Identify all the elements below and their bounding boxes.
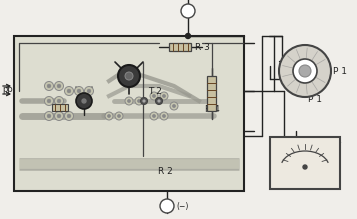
Circle shape (162, 115, 166, 118)
Circle shape (152, 115, 156, 118)
Circle shape (125, 97, 133, 105)
Text: pp: pp (2, 85, 13, 95)
Circle shape (82, 99, 86, 103)
Circle shape (158, 100, 160, 102)
Circle shape (160, 92, 168, 100)
Circle shape (152, 95, 156, 97)
Circle shape (47, 84, 51, 88)
Circle shape (87, 89, 91, 93)
Circle shape (293, 59, 317, 83)
Text: +: + (184, 6, 192, 16)
Circle shape (85, 87, 94, 95)
Circle shape (45, 81, 54, 90)
Circle shape (137, 99, 141, 102)
Circle shape (279, 45, 331, 97)
Bar (169, 43, 191, 51)
Circle shape (172, 104, 176, 108)
Text: R 4: R 4 (205, 104, 220, 113)
Circle shape (65, 87, 74, 95)
Text: R 2: R 2 (158, 168, 173, 177)
Bar (270, 137, 340, 189)
Text: M 1: M 1 (305, 171, 321, 180)
Circle shape (47, 99, 51, 103)
Circle shape (57, 114, 61, 118)
Text: M 1: M 1 (302, 177, 318, 185)
Text: P 1: P 1 (308, 95, 322, 104)
Circle shape (181, 4, 195, 18)
Circle shape (141, 97, 147, 104)
Circle shape (65, 111, 74, 120)
Circle shape (303, 165, 307, 169)
Text: (−): (−) (176, 201, 188, 210)
Circle shape (186, 34, 191, 39)
Circle shape (127, 99, 131, 102)
Circle shape (57, 99, 61, 103)
Circle shape (45, 97, 54, 106)
Circle shape (160, 199, 174, 213)
Circle shape (77, 89, 81, 93)
Circle shape (67, 114, 71, 118)
Bar (207, 76, 216, 111)
Circle shape (45, 111, 54, 120)
Circle shape (170, 102, 178, 110)
Circle shape (57, 84, 61, 88)
Circle shape (150, 112, 158, 120)
Circle shape (76, 93, 92, 109)
Circle shape (105, 112, 113, 120)
Circle shape (55, 111, 64, 120)
Bar (52, 104, 68, 111)
Circle shape (55, 97, 64, 106)
Circle shape (118, 65, 140, 87)
Circle shape (125, 72, 133, 80)
Text: R 3: R 3 (195, 42, 210, 51)
Text: T 2: T 2 (148, 88, 162, 97)
Circle shape (156, 97, 162, 104)
Circle shape (299, 65, 311, 77)
Circle shape (115, 112, 123, 120)
Circle shape (67, 89, 71, 93)
Circle shape (75, 87, 84, 95)
Circle shape (47, 114, 51, 118)
Bar (14, 36, 244, 191)
Circle shape (55, 81, 64, 90)
Circle shape (107, 115, 111, 118)
Circle shape (160, 112, 168, 120)
Circle shape (162, 95, 166, 97)
Circle shape (135, 97, 143, 105)
Text: P 1: P 1 (333, 67, 347, 76)
Circle shape (143, 100, 145, 102)
Circle shape (117, 115, 121, 118)
Text: −: − (163, 201, 171, 211)
Circle shape (150, 92, 158, 100)
